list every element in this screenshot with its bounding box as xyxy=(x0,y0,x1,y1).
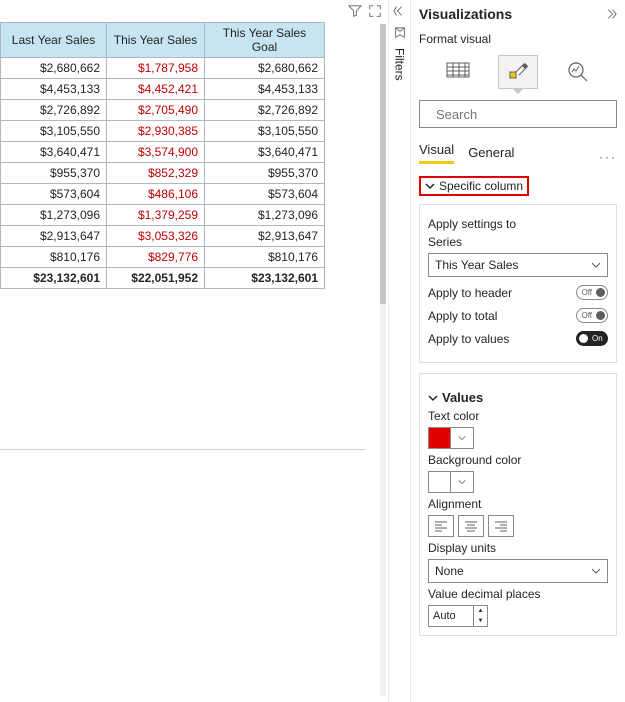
cell: $955,370 xyxy=(205,163,325,184)
cell: $573,604 xyxy=(205,184,325,205)
align-left-button[interactable] xyxy=(428,515,454,537)
cell: $852,329 xyxy=(107,163,205,184)
apply-total-toggle[interactable]: Off xyxy=(576,308,608,323)
apply-header-toggle[interactable]: Off xyxy=(576,285,608,300)
apply-values-toggle[interactable]: On xyxy=(576,331,608,346)
cell: $810,176 xyxy=(1,247,107,268)
bg-color-label: Background color xyxy=(428,453,608,467)
search-input[interactable] xyxy=(434,106,614,123)
apply-total-label: Apply to total xyxy=(428,309,497,323)
table-row: $955,370$852,329$955,370 xyxy=(1,163,325,184)
chevron-down-icon xyxy=(591,260,601,270)
cell: $3,053,326 xyxy=(107,226,205,247)
step-down-icon[interactable]: ▼ xyxy=(474,616,487,626)
chevron-down-icon xyxy=(428,393,438,403)
scrollbar[interactable] xyxy=(380,24,386,696)
table-row: $3,105,550$2,930,385$3,105,550 xyxy=(1,121,325,142)
table-row: $2,726,892$2,705,490$2,726,892 xyxy=(1,100,325,121)
cell: $2,680,662 xyxy=(205,58,325,79)
col-header[interactable]: Last Year Sales xyxy=(1,23,107,58)
search-box[interactable] xyxy=(419,100,617,128)
col-header[interactable]: This Year Sales Goal xyxy=(205,23,325,58)
cell: $955,370 xyxy=(1,163,107,184)
align-right-button[interactable] xyxy=(488,515,514,537)
cell: $4,453,133 xyxy=(1,79,107,100)
cell: $829,776 xyxy=(107,247,205,268)
cell: $1,787,958 xyxy=(107,58,205,79)
values-section[interactable]: Values xyxy=(428,390,608,405)
cell: $810,176 xyxy=(205,247,325,268)
table-row: $810,176$829,776$810,176 xyxy=(1,247,325,268)
cell: $2,913,647 xyxy=(205,226,325,247)
table-row: $4,453,133$4,452,421$4,453,133 xyxy=(1,79,325,100)
cell: $2,930,385 xyxy=(107,121,205,142)
bg-color-picker[interactable] xyxy=(428,471,474,493)
analytics-icon[interactable] xyxy=(558,55,598,89)
cell: $4,453,133 xyxy=(205,79,325,100)
cell: $4,452,421 xyxy=(107,79,205,100)
apply-values-label: Apply to values xyxy=(428,332,509,346)
tab-general[interactable]: General xyxy=(468,145,514,164)
decimal-stepper[interactable]: Auto ▲▼ xyxy=(428,605,488,627)
cell: $2,913,647 xyxy=(1,226,107,247)
cell: $573,604 xyxy=(1,184,107,205)
panel-subtitle: Format visual xyxy=(419,32,617,46)
series-label: Series xyxy=(428,235,608,249)
cell: $23,132,601 xyxy=(1,268,107,289)
specific-column-section[interactable]: Specific column xyxy=(419,176,529,196)
chevron-down-icon xyxy=(458,478,466,486)
cell: $2,726,892 xyxy=(1,100,107,121)
chevron-down-icon xyxy=(458,434,466,442)
align-center-button[interactable] xyxy=(458,515,484,537)
table-row: $1,273,096$1,379,259$1,273,096 xyxy=(1,205,325,226)
decimal-label: Value decimal places xyxy=(428,587,608,601)
color-swatch xyxy=(429,428,451,448)
apply-header-label: Apply to header xyxy=(428,286,512,300)
chevron-down-icon xyxy=(425,181,435,191)
cell: $1,273,096 xyxy=(1,205,107,226)
tab-visual[interactable]: Visual xyxy=(419,142,454,164)
expand-icon[interactable] xyxy=(603,7,617,21)
table-row: $2,680,662$1,787,958$2,680,662 xyxy=(1,58,325,79)
alignment-label: Alignment xyxy=(428,497,608,511)
display-units-label: Display units xyxy=(428,541,608,555)
cell: $3,574,900 xyxy=(107,142,205,163)
display-units-select[interactable]: None xyxy=(428,559,608,583)
cell: $2,680,662 xyxy=(1,58,107,79)
text-color-picker[interactable] xyxy=(428,427,474,449)
filters-label[interactable]: Filters xyxy=(393,48,407,81)
collapse-icon[interactable] xyxy=(393,4,407,18)
cell: $3,105,550 xyxy=(1,121,107,142)
data-table: Last Year Sales This Year Sales This Yea… xyxy=(0,22,325,289)
table-row: $2,913,647$3,053,326$2,913,647 xyxy=(1,226,325,247)
cell: $486,106 xyxy=(107,184,205,205)
text-color-label: Text color xyxy=(428,409,608,423)
series-select[interactable]: This Year Sales xyxy=(428,253,608,277)
table-row: $3,640,471$3,574,900$3,640,471 xyxy=(1,142,325,163)
cell: $3,640,471 xyxy=(1,142,107,163)
focus-icon[interactable] xyxy=(368,4,382,18)
filter-icon[interactable] xyxy=(348,4,362,18)
color-swatch xyxy=(429,472,451,492)
cell: $2,726,892 xyxy=(205,100,325,121)
cell: $1,273,096 xyxy=(205,205,325,226)
table-row: $573,604$486,106$573,604 xyxy=(1,184,325,205)
cell: $22,051,952 xyxy=(107,268,205,289)
step-up-icon[interactable]: ▲ xyxy=(474,606,487,616)
cell: $3,105,550 xyxy=(205,121,325,142)
cell: $3,640,471 xyxy=(205,142,325,163)
cell: $23,132,601 xyxy=(205,268,325,289)
chevron-down-icon xyxy=(591,566,601,576)
build-visual-icon[interactable] xyxy=(438,55,478,89)
format-visual-icon[interactable] xyxy=(498,55,538,89)
cell: $1,379,259 xyxy=(107,205,205,226)
apply-settings-label: Apply settings to xyxy=(428,217,608,231)
bookmark-icon[interactable] xyxy=(393,26,407,40)
col-header[interactable]: This Year Sales xyxy=(107,23,205,58)
more-icon[interactable]: ··· xyxy=(599,150,617,164)
total-row: $23,132,601$22,051,952$23,132,601 xyxy=(1,268,325,289)
cell: $2,705,490 xyxy=(107,100,205,121)
panel-title: Visualizations xyxy=(419,6,512,22)
